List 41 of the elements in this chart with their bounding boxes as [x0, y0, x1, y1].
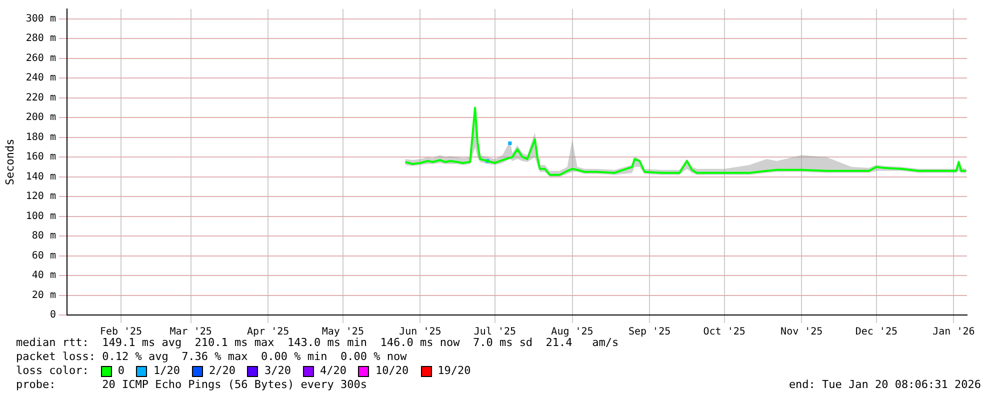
text: probe: 20 ICMP Echo Pings (56 Bytes) every 300s: [16, 378, 367, 392]
x-tick-label: Dec '25: [855, 326, 898, 338]
x-tick-label: Nov '25: [780, 326, 823, 338]
text: packet loss: 0.12 % avg 7.36 % max 0.00 % min 0.00 % now: [16, 350, 407, 364]
legend-label: 3/20: [264, 364, 291, 378]
y-tick-label: 40 m: [32, 270, 56, 282]
y-tick-label: 280 m: [26, 33, 56, 44]
x-tick-label: May '25: [322, 326, 364, 338]
y-tick-label: 80 m: [32, 230, 56, 242]
legend-label: 4/20: [320, 364, 346, 378]
y-tick-label: 60 m: [32, 250, 56, 262]
x-tick-label: Jul '25: [474, 326, 516, 338]
x-tick-label: Apr '25: [247, 326, 290, 338]
y-tick-label: 200 m: [26, 112, 56, 124]
text: median rtt: 149.1 ms avg 210.1 ms max 143.0 ms min 146.0 ms now 7.0 ms sd 21.4 am/s: [16, 336, 619, 350]
y-tick-label: 20 m: [32, 290, 56, 301]
legend-label: 19/20: [438, 364, 471, 378]
legend-label: 1/20: [153, 364, 180, 378]
legend-label: 0: [118, 364, 124, 378]
x-tick-label: Oct '25: [703, 326, 746, 338]
y-tick-label: 240 m: [26, 72, 56, 84]
y-tick-label: 220 m: [26, 92, 56, 104]
legend-label: 2/20: [208, 364, 236, 378]
legend-label: 10/20: [375, 364, 409, 378]
y-tick-label: 300 m: [26, 13, 56, 24]
x-tick-label: Aug '25: [551, 326, 594, 338]
text: end: Tue Jan 20 08:06:31 2026: [788, 378, 981, 392]
y-tick-label: 120 m: [26, 191, 56, 202]
y-tick-label: 160 m: [26, 152, 56, 163]
y-tick-label: 100 m: [26, 210, 56, 222]
y-tick-label: 140 m: [26, 171, 56, 182]
y-tick-label: 180 m: [26, 132, 56, 143]
y-tick-label: 260 m: [26, 52, 56, 64]
x-tick-label: Sep '25: [628, 326, 671, 338]
y-axis-title: Seconds: [3, 138, 16, 186]
legend-title: loss color:: [16, 364, 89, 378]
x-tick-label: Jun '25: [399, 326, 442, 338]
y-tick-label: 0: [50, 310, 56, 321]
x-tick-label: Jan '26: [932, 326, 975, 338]
x-tick-label: Feb '25: [100, 326, 142, 338]
x-tick-label: Mar '25: [170, 326, 212, 338]
